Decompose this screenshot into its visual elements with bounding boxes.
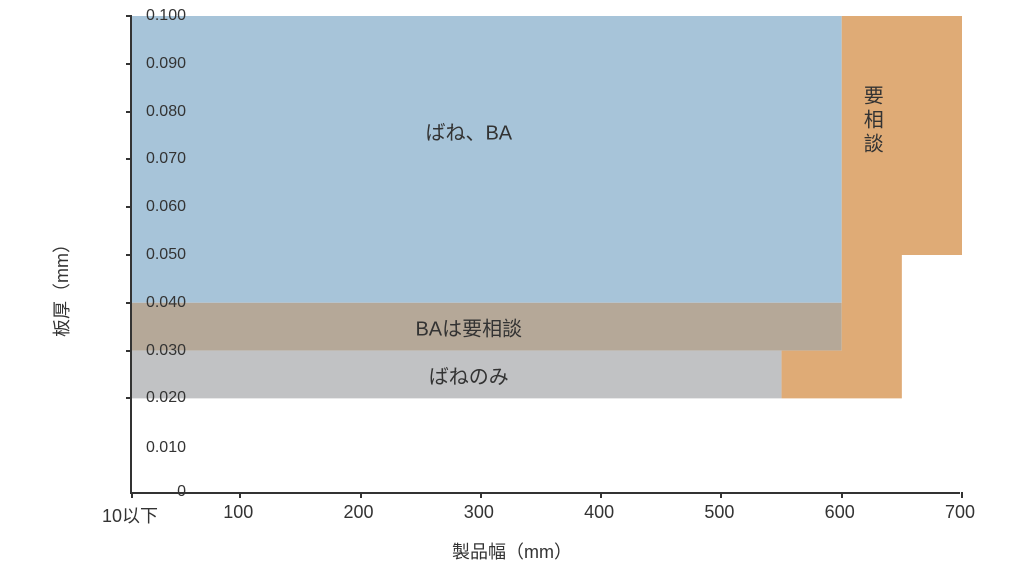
y-tick-label: 0.090	[126, 55, 186, 73]
x-tick-mark	[239, 492, 241, 498]
x-tick-label: 700	[945, 502, 975, 523]
region-label-bane-only: ばねのみ	[429, 360, 509, 389]
x-axis-label: 製品幅（mm）	[452, 538, 572, 564]
y-tick-label: 0.050	[126, 246, 186, 264]
x-tick-label: 100	[223, 502, 253, 523]
x-tick-mark	[841, 492, 843, 498]
regions-svg	[132, 16, 960, 492]
x-tick-label: 200	[344, 502, 374, 523]
x-tick-mark	[600, 492, 602, 498]
x-tick-label: 600	[825, 502, 855, 523]
y-tick-label: 0.070	[126, 150, 186, 168]
x-tick-label: 500	[704, 502, 734, 523]
y-tick-label: 0.030	[126, 342, 186, 360]
x-tick-mark	[720, 492, 722, 498]
x-tick-mark	[961, 492, 963, 498]
region-label-bane-ba: ばね、BA	[425, 116, 512, 145]
region-label-ba-consult: BAは要相談	[415, 312, 522, 341]
y-tick-label: 0.010	[126, 439, 186, 457]
y-tick-label: 0.060	[126, 198, 186, 216]
y-tick-label: 0	[126, 483, 186, 501]
y-tick-label: 0.040	[126, 294, 186, 312]
x-tick-label: 400	[584, 502, 614, 523]
y-tick-label: 0.080	[126, 103, 186, 121]
x-tick-label: 10以下	[102, 502, 158, 528]
thickness-width-region-chart: 板厚（mm） 製品幅（mm） ばね、BA BAは要相談ばねのみ 要相談 0 0.010…	[0, 0, 1024, 572]
x-tick-label: 300	[464, 502, 494, 523]
region-label-consult: 要相談	[857, 85, 886, 157]
x-tick-mark	[360, 492, 362, 498]
x-tick-mark	[480, 492, 482, 498]
region-bane-ba	[132, 16, 842, 303]
y-tick-label: 0.100	[126, 7, 186, 25]
y-tick-label: 0.020	[126, 389, 186, 407]
y-axis-label: 板厚（mm）	[48, 235, 74, 337]
plot-area: ばね、BA BAは要相談ばねのみ 要相談	[130, 16, 960, 494]
